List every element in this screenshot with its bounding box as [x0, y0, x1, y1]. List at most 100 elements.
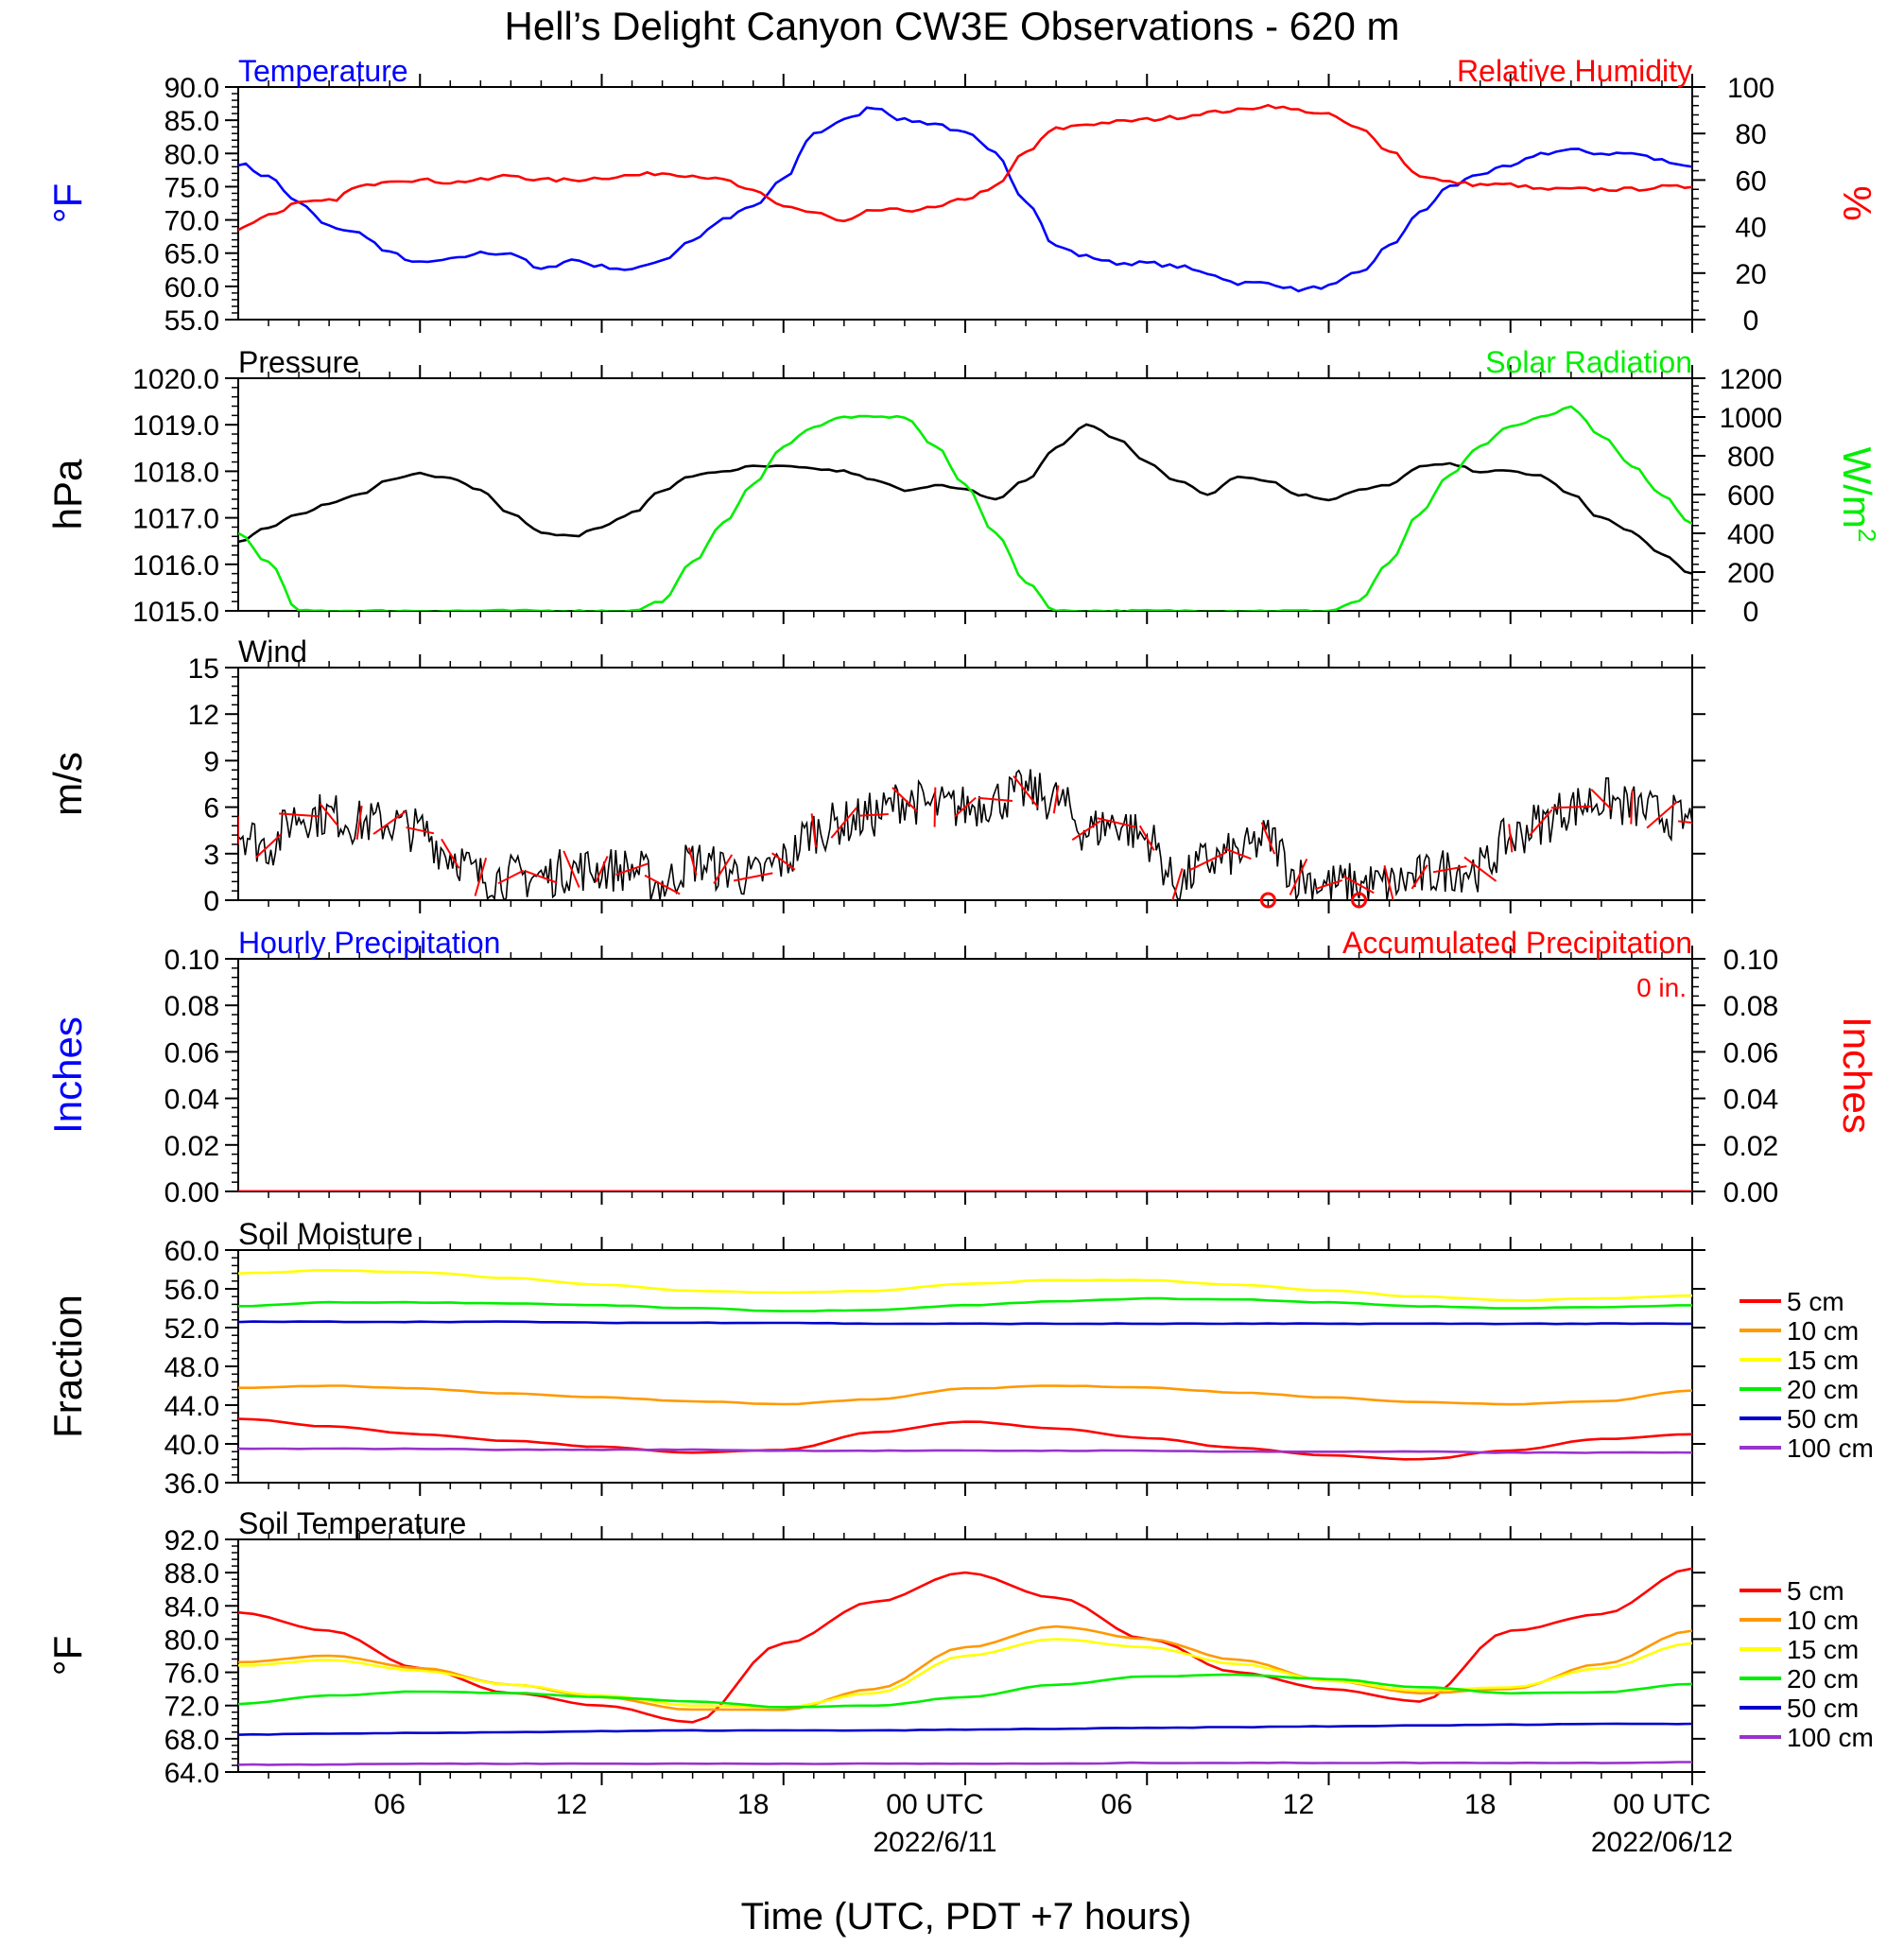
- y-tick-label: 9: [203, 746, 219, 777]
- y-tick-label: 60.0: [164, 272, 219, 304]
- wind-barb: [933, 787, 937, 827]
- wind-barb: [563, 850, 580, 888]
- y-right-tick-label: 20: [1735, 259, 1766, 290]
- wind-barb: [1343, 875, 1375, 895]
- wind-barb: [1677, 820, 1692, 825]
- x-tick-label: 12: [1283, 1789, 1314, 1820]
- y-tick-label: 80.0: [164, 139, 219, 170]
- wind-barb: [1260, 822, 1276, 855]
- y-right-tick-label: 0.00: [1723, 1177, 1778, 1208]
- wind-barb: [1411, 864, 1428, 890]
- series-line-50-cm: [238, 1722, 1692, 1736]
- y-right-tick-label: 1000: [1720, 403, 1783, 434]
- y-right-tick-label: 0.06: [1723, 1037, 1778, 1069]
- legend-label: 100 cm: [1787, 1433, 1874, 1463]
- legend-label: 50 cm: [1787, 1694, 1859, 1723]
- panel-left-title: Soil Moisture: [238, 1217, 413, 1251]
- panel-2: 1020.0 1019.0 1018.0 1017.0 1016.0 1015.0 1200…: [45, 345, 1881, 628]
- calm-wind-marker: [1259, 892, 1276, 909]
- wind-barb: [1289, 858, 1308, 895]
- series-line-20-cm: [238, 1296, 1692, 1312]
- series-line-100-cm: [238, 1447, 1692, 1454]
- y-right-axis-label: W/m2: [1835, 447, 1881, 543]
- y-axis-label: °F: [45, 1636, 90, 1676]
- y-tick-label: 1016.0: [132, 550, 219, 582]
- panel-4: 0.10 0.08 0.06 0.04 0.02 0.00 0.10 0.08 0.06 0.04…: [45, 926, 1879, 1208]
- wind-barb: [406, 826, 435, 835]
- wind-barb: [355, 806, 363, 840]
- wind-barb: [1052, 785, 1060, 814]
- wind-barb: [497, 869, 525, 885]
- wind-barb: [1463, 856, 1497, 882]
- y-tick-label: 15: [188, 653, 219, 685]
- wind-barb: [279, 812, 320, 818]
- series-line-5-cm: [238, 1567, 1692, 1724]
- y-tick-label: 80.0: [164, 1625, 219, 1656]
- y-tick-label: 0.06: [164, 1037, 219, 1069]
- y-right-tick-label: 1200: [1720, 364, 1783, 395]
- y-tick-label: 0.08: [164, 991, 219, 1022]
- x-tick-label: 18: [737, 1789, 769, 1820]
- y-tick-label: 0.04: [164, 1085, 219, 1116]
- wind-barb: [891, 787, 918, 812]
- series-line-10-cm: [238, 1384, 1692, 1406]
- wind-barb: [1314, 879, 1343, 891]
- y-right-tick-label: 800: [1727, 442, 1774, 473]
- calm-wind-marker: [1351, 892, 1368, 909]
- legend-label: 10 cm: [1787, 1606, 1859, 1635]
- y-tick-label: 1020.0: [132, 364, 219, 395]
- y-right-tick-label: 0.04: [1723, 1085, 1778, 1116]
- panel-3: 15 12 9 6 3 0 Wind m/s: [45, 634, 1705, 917]
- x-date-label: 2022/6/11: [873, 1827, 996, 1858]
- y-tick-label: 64.0: [164, 1758, 219, 1789]
- y-tick-label: 6: [203, 793, 219, 825]
- y-tick-label: 1017.0: [132, 504, 219, 535]
- wind-barb: [1432, 865, 1467, 874]
- panel-left-title: Soil Temperature: [238, 1506, 466, 1540]
- y-right-tick-label: 0: [1743, 305, 1759, 337]
- y-axis-label: m/s: [45, 752, 90, 816]
- panel-left-title: Temperature: [238, 54, 408, 88]
- series-line-5-cm: [238, 1417, 1692, 1461]
- legend-label: 15 cm: [1787, 1346, 1859, 1375]
- x-tick-label: 12: [556, 1789, 587, 1820]
- wind-barb: [687, 847, 698, 876]
- legend-label: 5 cm: [1787, 1576, 1844, 1606]
- wind-barb: [1550, 805, 1591, 809]
- wind-barb: [1630, 790, 1634, 825]
- y-tick-label: 90.0: [164, 73, 219, 104]
- panel-right-title: Accumulated Precipitation: [1342, 926, 1692, 960]
- x-date-label: 2022/06/12: [1591, 1827, 1733, 1858]
- wind-barb: [644, 874, 681, 895]
- series-line-50-cm: [238, 1320, 1692, 1326]
- x-tick-label: 06: [374, 1789, 406, 1820]
- series-line-temperature: [238, 106, 1692, 293]
- y-right-axis-label: %: [1835, 185, 1879, 220]
- y-right-tick-label: 40: [1735, 213, 1766, 244]
- wind-barb: [733, 872, 773, 882]
- y-tick-label: 75.0: [164, 172, 219, 203]
- wind-barb: [474, 857, 488, 896]
- series-line-relative-humidity: [238, 103, 1692, 232]
- panel-left-title: Wind: [238, 634, 307, 669]
- y-tick-label: 0: [203, 886, 219, 917]
- y-tick-label: 70.0: [164, 206, 219, 237]
- panel-right-title: Solar Radiation: [1485, 345, 1692, 379]
- wind-barb: [859, 813, 889, 817]
- panel-left-title: Pressure: [238, 345, 359, 379]
- legend-label: 5 cm: [1787, 1287, 1844, 1316]
- wind-barb: [615, 862, 649, 877]
- chart-title: Hell’s Delight Canyon CW3E Observations …: [505, 4, 1400, 48]
- legend-label: 100 cm: [1787, 1723, 1874, 1752]
- y-tick-label: 36.0: [164, 1468, 219, 1500]
- wind-barb: [1138, 825, 1155, 851]
- y-right-tick-label: 0: [1743, 597, 1759, 628]
- wind-barb: [1529, 808, 1553, 837]
- wind-barb: [1383, 864, 1394, 900]
- wind-barb: [525, 870, 558, 884]
- y-tick-label: 1019.0: [132, 410, 219, 442]
- y-tick-label: 40.0: [164, 1430, 219, 1461]
- y-tick-label: 68.0: [164, 1725, 219, 1756]
- wind-barb: [1071, 820, 1101, 842]
- y-right-tick-label: 600: [1727, 480, 1774, 512]
